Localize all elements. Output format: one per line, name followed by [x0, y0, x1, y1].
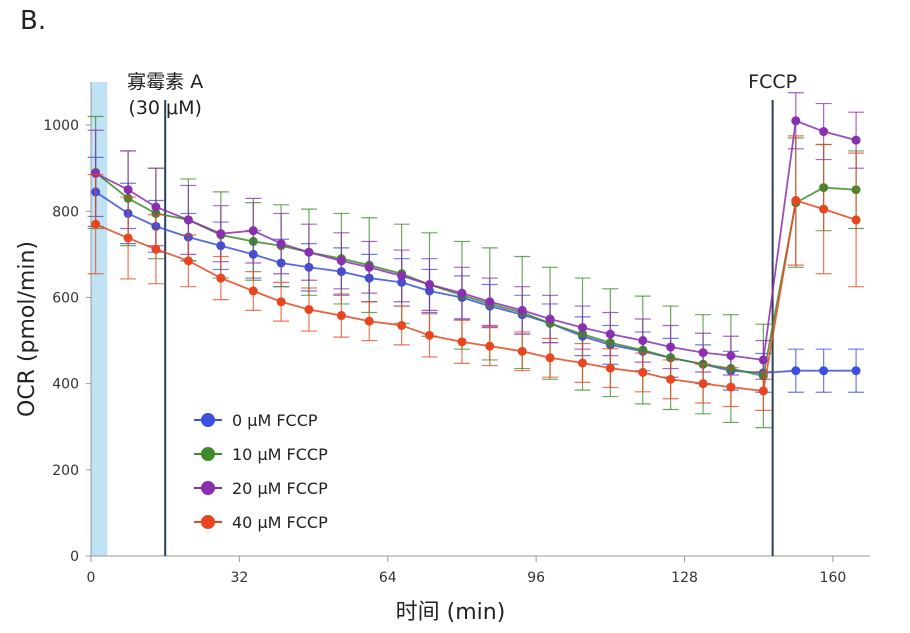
data-point: [578, 323, 588, 333]
legend-label: 20 μM FCCP: [232, 479, 328, 498]
data-point: [517, 305, 527, 315]
legend-marker: [201, 413, 215, 427]
legend-marker: [201, 481, 215, 495]
x-tick-label: 64: [379, 570, 397, 586]
data-point: [485, 341, 495, 351]
y-axis-label: OCR (pmol/min): [15, 241, 40, 417]
data-point: [457, 337, 467, 347]
data-point: [304, 247, 314, 257]
x-tick-label: 160: [820, 570, 847, 586]
data-point: [424, 330, 434, 340]
data-point: [183, 256, 193, 266]
axis-labels-layer: 时间 (min) OCR (pmol/min): [15, 241, 505, 625]
y-tick-label: 600: [52, 290, 79, 306]
event-label: (30 μM): [128, 97, 202, 119]
data-point: [819, 366, 829, 376]
panel-label: B.: [20, 6, 47, 36]
data-point: [726, 351, 736, 361]
y-tick-label: 200: [52, 463, 79, 479]
data-point: [819, 204, 829, 214]
series-1: [87, 115, 865, 429]
data-point: [819, 127, 829, 137]
data-point: [364, 262, 374, 272]
legend-marker: [201, 447, 215, 461]
legend-label: 40 μM FCCP: [232, 513, 328, 532]
data-point: [851, 135, 861, 145]
data-point: [216, 273, 226, 283]
axes-layer: 0 200 400 600 800 1000 0 32 64 96 128 160: [43, 82, 870, 586]
x-tick-label: 128: [671, 570, 698, 586]
data-point: [666, 342, 676, 352]
data-point: [276, 297, 286, 307]
data-point: [248, 226, 258, 236]
x-axis-label: 时间 (min): [396, 600, 506, 625]
data-point: [216, 229, 226, 239]
data-point: [276, 239, 286, 249]
data-point: [364, 316, 374, 326]
shaded-region-layer: [91, 82, 108, 556]
event-label: 寡霉素 A: [127, 71, 203, 93]
event-label: FCCP: [748, 71, 797, 93]
data-point: [605, 329, 615, 339]
data-point: [397, 271, 407, 281]
legend-label: 0 μM FCCP: [232, 411, 318, 430]
data-point: [545, 353, 555, 363]
data-point: [791, 196, 801, 205]
data-point: [545, 314, 555, 324]
x-tick-label: 32: [230, 570, 248, 586]
data-point: [248, 286, 258, 296]
legend: 0 μM FCCP 10 μM FCCP 20 μM FCCP 40 μM FCCP: [194, 411, 328, 532]
data-point: [638, 336, 648, 346]
series-line: [95, 191, 857, 374]
data-point: [851, 215, 861, 225]
series-line: [95, 119, 857, 361]
data-point: [123, 185, 133, 195]
series-line: [95, 199, 857, 392]
x-tick-label: 0: [87, 570, 96, 586]
series-2: [87, 92, 865, 380]
data-point: [791, 366, 801, 376]
legend-marker: [201, 515, 215, 529]
series-line: [95, 171, 857, 377]
y-tick-label: 1000: [43, 118, 79, 134]
shaded-region: [91, 82, 108, 556]
data-point: [304, 305, 314, 315]
data-point: [758, 355, 768, 365]
data-point: [698, 379, 708, 389]
data-point: [397, 320, 407, 330]
data-point: [517, 346, 527, 356]
x-tick-label: 96: [527, 570, 545, 586]
data-point: [666, 374, 676, 384]
y-tick-label: 400: [52, 377, 79, 393]
data-point: [578, 358, 588, 368]
data-point: [457, 288, 467, 298]
data-point: [91, 219, 101, 229]
data-point: [638, 367, 648, 377]
data-point: [726, 382, 736, 392]
y-tick-label: 800: [52, 204, 79, 220]
data-point: [151, 244, 161, 254]
data-point: [485, 297, 495, 307]
data-point: [605, 363, 615, 373]
data-point: [424, 280, 434, 290]
data-point: [791, 116, 801, 126]
data-point: [698, 348, 708, 358]
data-point: [123, 233, 133, 243]
data-point: [151, 202, 161, 212]
y-tick-label: 0: [70, 549, 79, 565]
data-point: [851, 366, 861, 376]
data-point: [758, 386, 768, 396]
data-point: [183, 215, 193, 225]
data-point: [91, 168, 101, 178]
series-3: [87, 135, 865, 411]
data-point: [336, 311, 346, 321]
series-layer: [87, 92, 865, 429]
legend-label: 10 μM FCCP: [232, 445, 328, 464]
data-point: [336, 256, 346, 266]
